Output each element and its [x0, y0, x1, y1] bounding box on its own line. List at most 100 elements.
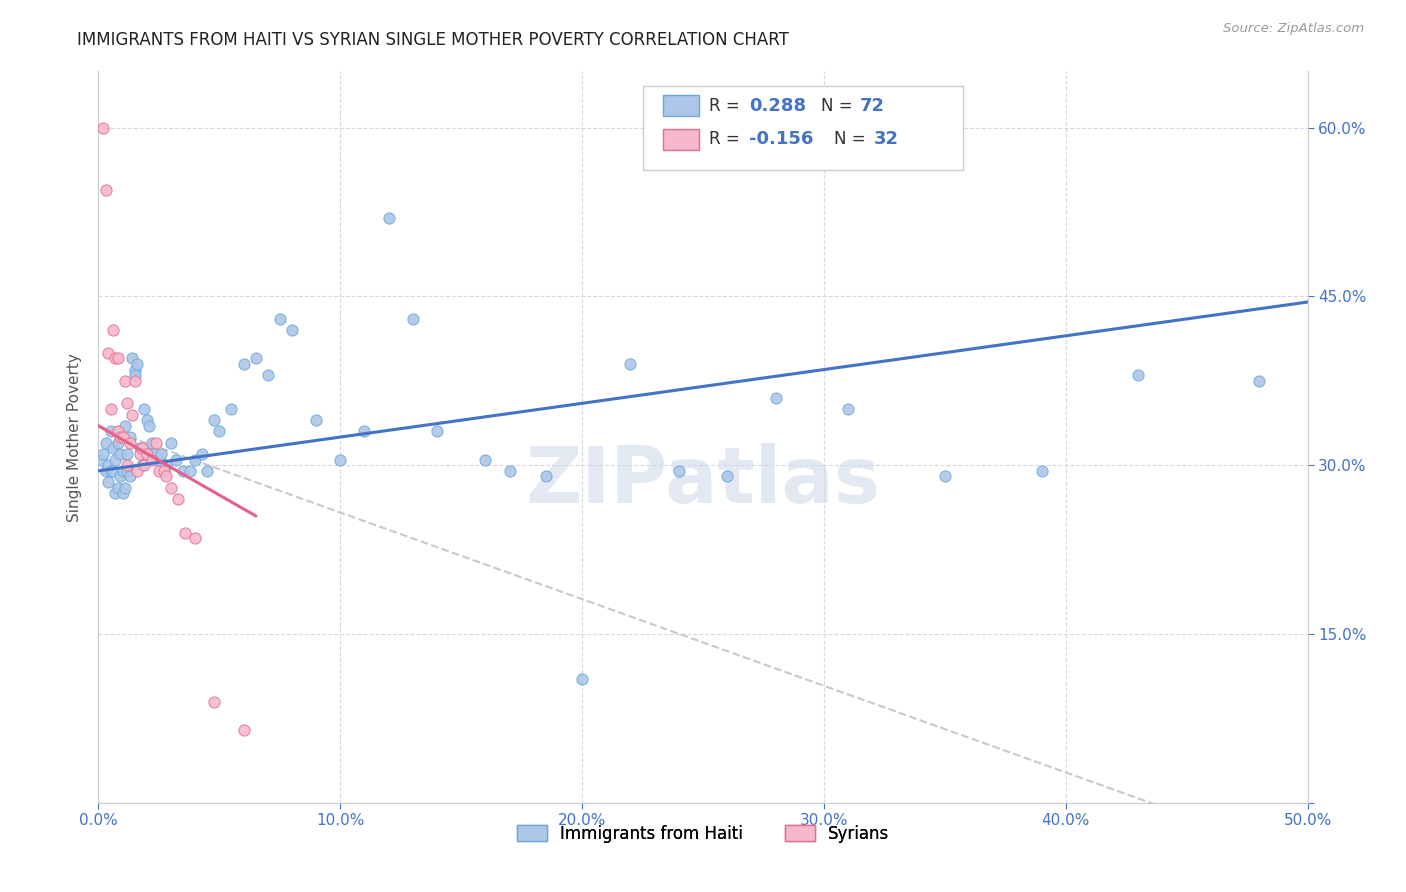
Point — [143, 447, 166, 461]
Point — [155, 458, 177, 473]
Point — [111, 430, 134, 444]
Point — [221, 401, 243, 416]
Point — [165, 452, 187, 467]
Point — [174, 525, 197, 540]
Point — [107, 481, 129, 495]
Point — [141, 435, 163, 450]
Point — [114, 374, 136, 388]
Point — [100, 464, 122, 478]
Point — [204, 694, 226, 708]
Point — [184, 452, 207, 467]
Point — [329, 452, 352, 467]
Point — [114, 481, 136, 495]
Point — [108, 469, 131, 483]
Point — [91, 447, 114, 461]
Point — [124, 368, 146, 383]
Text: 0.288: 0.288 — [749, 96, 806, 115]
Point — [104, 486, 127, 500]
Point — [111, 486, 134, 500]
Text: ZIPatlas: ZIPatlas — [526, 443, 880, 519]
Point — [94, 182, 117, 196]
Point — [191, 447, 214, 461]
Point — [426, 425, 449, 439]
Point — [107, 425, 129, 439]
Point — [353, 425, 375, 439]
Point — [94, 435, 117, 450]
Point — [305, 413, 328, 427]
Point — [97, 345, 120, 359]
Point — [135, 447, 157, 461]
Point — [127, 357, 149, 371]
Point — [91, 120, 114, 135]
Point — [118, 469, 141, 483]
Point — [104, 351, 127, 366]
FancyBboxPatch shape — [643, 86, 963, 170]
Text: Source: ZipAtlas.com: Source: ZipAtlas.com — [1223, 22, 1364, 36]
Point — [121, 408, 143, 422]
Point — [138, 418, 160, 433]
Point — [232, 357, 254, 371]
Point — [256, 368, 278, 383]
Point — [101, 442, 124, 456]
Point — [100, 401, 122, 416]
Point — [107, 435, 129, 450]
Point — [104, 452, 127, 467]
Point — [1128, 368, 1150, 383]
Point — [377, 211, 399, 225]
Point — [152, 464, 174, 478]
Point — [571, 672, 593, 686]
Text: R =: R = — [709, 96, 745, 115]
Point — [534, 469, 557, 483]
Point — [716, 469, 738, 483]
Point — [121, 351, 143, 366]
Point — [934, 469, 956, 483]
Point — [101, 464, 124, 478]
Point — [117, 458, 139, 473]
Text: 72: 72 — [860, 96, 886, 115]
Point — [117, 396, 139, 410]
Point — [101, 323, 124, 337]
Point — [127, 464, 149, 478]
Point — [208, 425, 231, 439]
Point — [128, 442, 150, 456]
Point — [269, 312, 291, 326]
Point — [155, 469, 177, 483]
Point — [160, 481, 183, 495]
Point — [195, 464, 218, 478]
Text: 32: 32 — [873, 130, 898, 148]
Point — [172, 464, 194, 478]
Point — [1031, 464, 1053, 478]
Point — [837, 401, 859, 416]
Point — [114, 418, 136, 433]
Point — [141, 452, 163, 467]
Point — [204, 413, 226, 427]
Point — [135, 413, 157, 427]
Point — [619, 357, 641, 371]
Point — [474, 452, 496, 467]
Point — [128, 447, 150, 461]
Point — [131, 442, 153, 456]
FancyBboxPatch shape — [664, 95, 699, 116]
Point — [134, 401, 156, 416]
Text: -0.156: -0.156 — [749, 130, 813, 148]
Point — [179, 464, 201, 478]
Point — [232, 723, 254, 737]
Point — [145, 435, 167, 450]
Point — [765, 391, 787, 405]
Point — [498, 464, 520, 478]
Point — [97, 458, 120, 473]
Point — [108, 430, 131, 444]
Point — [402, 312, 425, 326]
Point — [245, 351, 267, 366]
Point — [134, 458, 156, 473]
Point — [97, 475, 120, 489]
Point — [281, 323, 304, 337]
Point — [117, 464, 139, 478]
Text: IMMIGRANTS FROM HAITI VS SYRIAN SINGLE MOTHER POVERTY CORRELATION CHART: IMMIGRANTS FROM HAITI VS SYRIAN SINGLE M… — [77, 31, 789, 49]
Point — [118, 435, 141, 450]
Point — [148, 452, 170, 467]
Point — [167, 491, 190, 506]
FancyBboxPatch shape — [664, 129, 699, 150]
Point — [124, 374, 146, 388]
Text: N =: N = — [821, 96, 859, 115]
